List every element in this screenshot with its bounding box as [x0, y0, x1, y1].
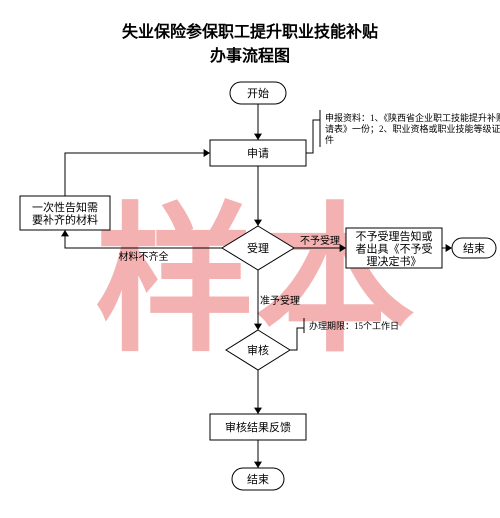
svg-text:一次性告知需要补齐的材料: 一次性告知需要补齐的材料 — [32, 200, 98, 227]
flowchart-svg: 准予受理 不予受理材料不齐全 申报资料：1、《陕西省企业职工技能提升补贴申请表》一份… — [0, 0, 500, 518]
svg-text:开始: 开始 — [247, 86, 269, 100]
svg-text:结束: 结束 — [463, 242, 485, 255]
svg-text:审核: 审核 — [247, 343, 269, 357]
svg-text:不予受理告知或者出具《不予受理决定书》: 不予受理告知或者出具《不予受理决定书》 — [356, 229, 433, 268]
svg-text:请表》一份；2、职业资格或职业技能等级证书原: 请表》一份；2、职业资格或职业技能等级证书原 — [325, 123, 500, 134]
svg-text:不予受理: 不予受理 — [300, 235, 340, 247]
svg-text:审核结果反馈: 审核结果反馈 — [225, 420, 291, 434]
svg-text:结束: 结束 — [247, 473, 269, 486]
svg-text:办理期限：15个工作日: 办理期限：15个工作日 — [309, 320, 399, 331]
svg-text:件: 件 — [325, 134, 334, 145]
svg-text:申报资料：1、《陕西省企业职工技能提升补贴申: 申报资料：1、《陕西省企业职工技能提升补贴申 — [325, 112, 500, 123]
svg-text:材料不齐全: 材料不齐全 — [119, 250, 169, 263]
svg-text:准予受理: 准予受理 — [260, 295, 300, 307]
svg-text:受理: 受理 — [247, 242, 269, 255]
flowchart-stage: 样本 失业保险参保职工提升职业技能补贴 办事流程图 准予受理不予受理材料不齐全申… — [0, 0, 500, 518]
svg-text:申请: 申请 — [247, 147, 269, 160]
